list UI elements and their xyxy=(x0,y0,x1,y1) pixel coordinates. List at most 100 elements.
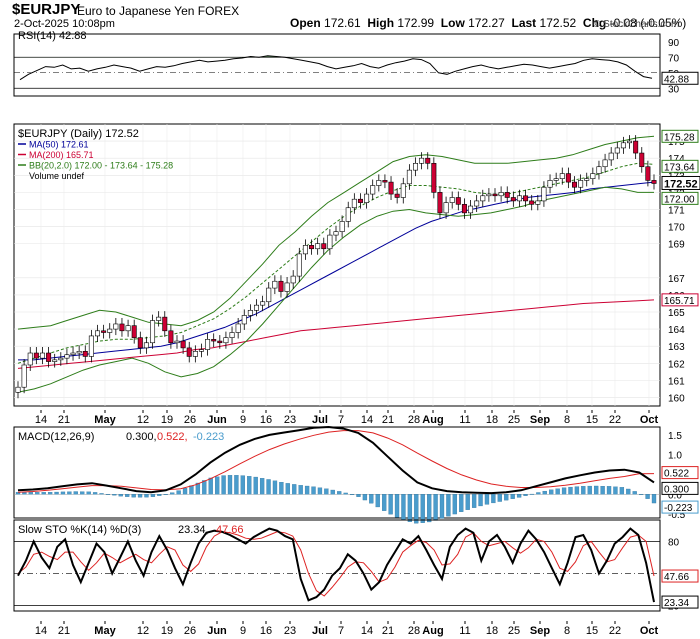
xaxis-bottom-tick-7: 7 xyxy=(338,625,344,637)
macd-histogram-bar xyxy=(446,494,451,517)
price-panel xyxy=(13,123,661,407)
macd-histogram-bar xyxy=(375,494,380,508)
candle-body xyxy=(82,351,88,357)
macd-histogram-bar xyxy=(510,494,515,499)
macd-histogram-bar xyxy=(330,489,335,495)
macd-histogram-bar xyxy=(459,494,464,512)
price-tick-label: 163 xyxy=(668,342,685,353)
macd-histogram-bar xyxy=(484,494,490,505)
macd-panel xyxy=(13,426,661,519)
series-bb-lower xyxy=(17,186,654,393)
series-ma-200- xyxy=(17,299,655,369)
sto-tick-label: 80 xyxy=(668,537,680,548)
candle-body xyxy=(357,198,363,203)
candle-body xyxy=(205,339,211,350)
xaxis-top-tick-22: 22 xyxy=(609,414,621,426)
price-tick-label: 164 xyxy=(668,325,685,336)
macd-histogram-bar xyxy=(349,494,355,495)
sto-d-value: 47.66 xyxy=(664,572,689,583)
macd-histogram-bar xyxy=(542,490,547,495)
candle-body xyxy=(565,173,571,183)
candle-body xyxy=(492,193,498,197)
macd-histogram-bar xyxy=(41,492,46,495)
rsi-overbought-fill xyxy=(20,55,652,58)
candle-body xyxy=(315,243,321,250)
ohlc-summary: Open 172.61 High 172.99 Low 172.27 Last … xyxy=(290,16,686,30)
rsi-tick-label: 70 xyxy=(668,53,680,64)
macd-histogram-bar xyxy=(362,494,368,501)
macd-histogram-bar xyxy=(465,494,470,510)
macd-histogram-bar xyxy=(401,494,406,521)
candle-body xyxy=(480,195,486,202)
candle-body xyxy=(510,197,516,202)
candle-body xyxy=(431,163,437,193)
macd-histogram-bar xyxy=(394,494,400,518)
macd-histogram-bar xyxy=(259,478,265,495)
macd-histogram-bar xyxy=(568,486,573,495)
xaxis-top-tick-25: 25 xyxy=(508,414,520,426)
bb-lower-label-box xyxy=(661,191,699,205)
candle-body xyxy=(339,221,345,232)
xaxis-bottom-tick-28: 28 xyxy=(408,625,420,637)
macd-histogram-bar xyxy=(28,492,33,495)
candle-body xyxy=(333,231,339,236)
price-tick-label: 171 xyxy=(668,205,685,216)
xaxis-bottom-tick-8: 8 xyxy=(564,625,570,637)
series-ma-50- xyxy=(18,181,655,361)
candle-body xyxy=(498,192,504,197)
xaxis-bottom-tick-12: 12 xyxy=(137,625,149,637)
series-bb-upper xyxy=(17,135,655,330)
macd-histogram-bar xyxy=(324,488,329,495)
macd-histogram-bar xyxy=(420,494,425,523)
high-value: 172.99 xyxy=(397,16,435,30)
candle-body xyxy=(382,180,388,183)
xaxis-bottom-tick-22: 22 xyxy=(609,625,621,637)
candle-body xyxy=(21,364,27,388)
macd-histogram-bar xyxy=(651,494,657,504)
candle-body xyxy=(52,359,58,362)
candle-body xyxy=(247,309,253,316)
candle-body xyxy=(150,320,156,344)
macd-histogram-bar xyxy=(452,494,457,515)
candle-body xyxy=(345,207,351,222)
candle-body xyxy=(541,186,547,202)
xaxis-bottom-tick-14: 14 xyxy=(361,625,373,637)
xaxis-bottom-tick-21: 21 xyxy=(382,625,394,637)
candle-body xyxy=(137,337,143,349)
macd-histogram-bar xyxy=(73,491,78,495)
ma200-label-box xyxy=(661,293,699,307)
macd-histogram-bar xyxy=(240,475,245,495)
macd-histogram-bar xyxy=(471,494,477,508)
candle-body xyxy=(125,325,131,332)
macd-tick-label: 0.0 xyxy=(668,490,682,501)
macd-histogram-bar xyxy=(157,494,162,496)
xaxis-bottom-tick-14: 14 xyxy=(35,625,47,637)
candle-body xyxy=(27,352,33,366)
candle-body xyxy=(70,352,76,356)
sto-legend-d: 47.66 xyxy=(216,524,244,536)
candle-body xyxy=(290,275,296,284)
macd-histogram-bar xyxy=(587,485,592,495)
candle-body xyxy=(95,330,101,337)
macd-histogram-bar xyxy=(343,492,348,495)
candle-body xyxy=(168,330,174,344)
xaxis-top-tick-21: 21 xyxy=(382,414,394,426)
macd-histogram-bar xyxy=(170,492,175,495)
xaxis-bottom-tick-may: May xyxy=(94,625,116,637)
candle-body xyxy=(376,180,382,186)
macd-histogram-bar xyxy=(105,494,111,495)
macd-histogram-bar xyxy=(80,491,85,495)
xaxis-top-tick-jul: Jul xyxy=(312,414,328,426)
sto-k-value-box xyxy=(661,595,699,609)
macd-histogram-bar xyxy=(272,480,278,495)
xaxis-top-tick-23: 23 xyxy=(284,414,296,426)
bb-middle-label-box xyxy=(661,159,699,173)
candle-body xyxy=(590,173,596,179)
bb-middle-label: 173.64 xyxy=(664,162,695,173)
macd-histogram-bar xyxy=(279,482,284,495)
candle-body xyxy=(461,204,467,214)
macd-histogram-bar xyxy=(253,476,258,495)
rsi-tick-label: 30 xyxy=(668,84,680,95)
candle-body xyxy=(535,200,541,205)
candle-body xyxy=(455,197,461,205)
